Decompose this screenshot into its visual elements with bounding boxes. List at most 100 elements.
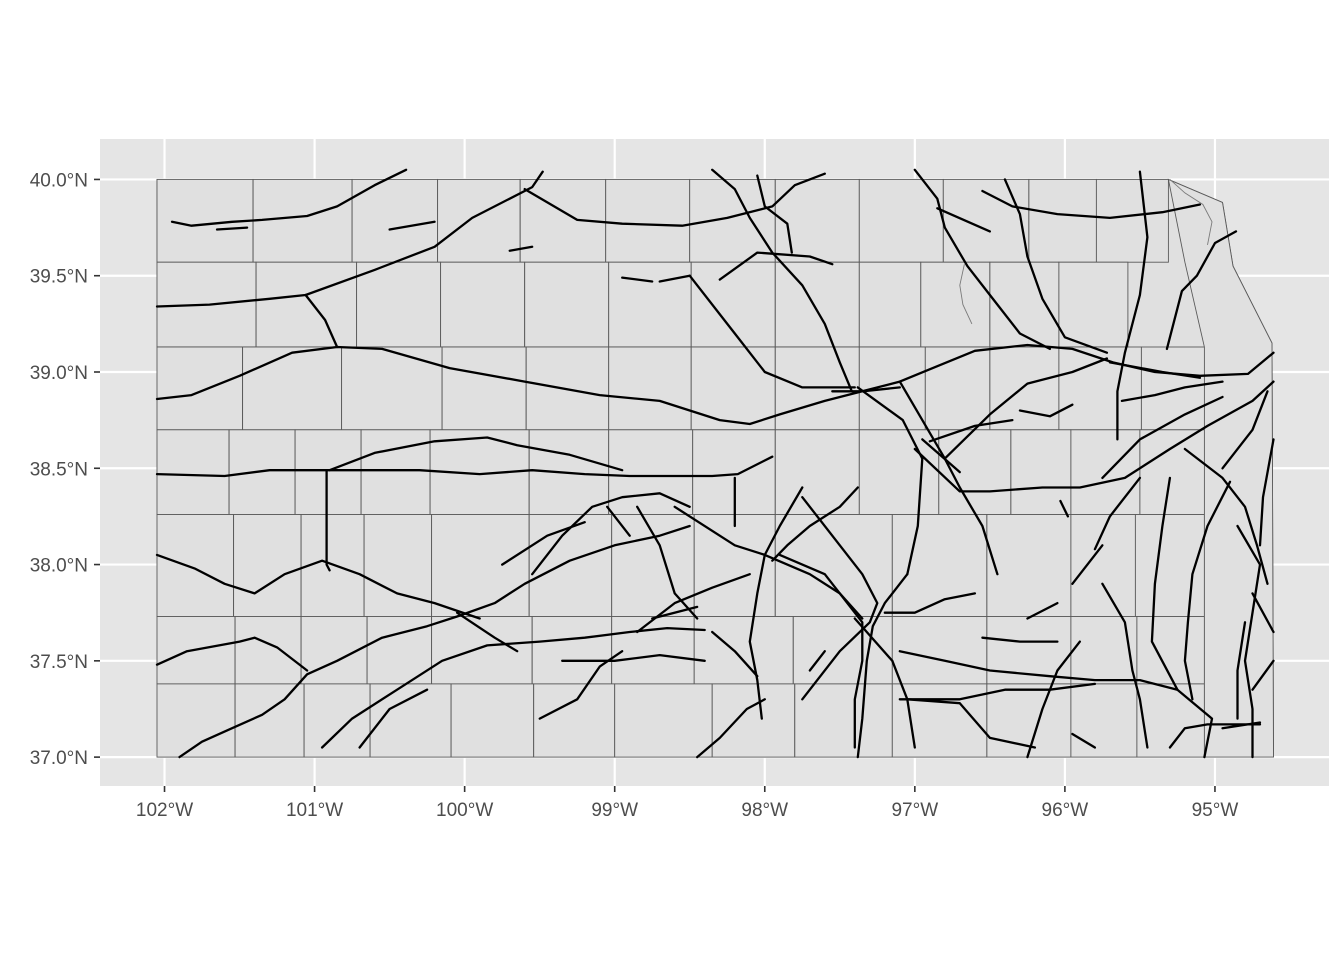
railroad-line-16	[621, 276, 654, 283]
county-6-3	[369, 683, 452, 758]
railroad-line-23	[856, 386, 924, 576]
railroad-line-81	[1251, 592, 1275, 634]
county-5-7	[693, 616, 794, 685]
county-6-8	[794, 683, 893, 758]
railroad-line-51	[883, 592, 977, 614]
railroad-line-63	[155, 636, 309, 672]
county-6-11	[1070, 683, 1138, 758]
railroad-line-79	[1059, 499, 1070, 518]
county-1-11	[1058, 261, 1129, 348]
kansas-counties	[156, 178, 1274, 758]
railroad-line-9	[388, 220, 436, 231]
county-3-8	[774, 429, 860, 515]
county-5-8	[792, 616, 893, 685]
railroad-line-7	[215, 226, 249, 231]
county-5-5	[531, 616, 613, 685]
county-2-3	[441, 346, 527, 431]
county-3-10	[938, 429, 1012, 515]
railroad-line-62	[155, 553, 481, 620]
county-2-10	[989, 346, 1060, 431]
railroad-line-48	[771, 486, 859, 562]
county-2-11	[1058, 346, 1142, 431]
railroad-line-26	[928, 418, 1014, 443]
county-3-13	[1139, 429, 1207, 515]
railroad-line-59	[981, 636, 1059, 643]
y-tick-label: 37.5°N	[30, 652, 88, 673]
county-4-4	[431, 514, 530, 618]
railroad-line-54	[906, 698, 1037, 749]
x-tick-label: 99°W	[591, 800, 638, 821]
y-tick-label: 38.0°N	[30, 556, 88, 577]
y-tick-label: 39.5°N	[30, 267, 88, 288]
railroad-line-71	[606, 505, 631, 537]
railroad-line-17	[913, 168, 1052, 351]
y-axis: 40.0°N 39.5°N 39.0°N 38.5°N 38.0°N 37.5°N 37.0…	[30, 170, 100, 769]
county-5-12	[1136, 616, 1205, 685]
county-1-1	[255, 261, 358, 348]
county-2-1	[242, 346, 343, 431]
railroad-line-61	[455, 611, 519, 653]
railroad-line-10	[523, 172, 826, 227]
railroad-line-31	[1120, 380, 1224, 403]
county-3-9	[858, 429, 940, 515]
county-3-6	[608, 429, 694, 515]
county-3-12	[1070, 429, 1141, 515]
railroad-line-4	[155, 455, 774, 478]
county-1-4	[524, 261, 610, 348]
railroad-line-78	[1018, 403, 1074, 418]
railroad-line-56	[1026, 640, 1082, 759]
county-1-9	[920, 261, 991, 348]
county-4-0	[156, 514, 234, 618]
railroad-line-37	[1071, 544, 1104, 585]
x-tick-label: 95°W	[1192, 800, 1239, 821]
railroad-line-27	[921, 438, 961, 474]
railroad-line-22	[1165, 230, 1238, 351]
railroad-line-12	[756, 174, 793, 254]
county-0-11	[1095, 178, 1169, 263]
county-4-1	[233, 514, 302, 618]
y-tick-label: 38.5°N	[30, 459, 88, 480]
county-3-0	[156, 429, 230, 515]
county-0-10	[1028, 178, 1097, 263]
county-2-2	[341, 346, 443, 431]
railroad-line-77	[1168, 723, 1262, 749]
railroad-line-15	[658, 274, 691, 283]
railroad-line-52	[898, 650, 1179, 691]
county-4-5	[528, 514, 613, 618]
railroad-line-28	[913, 380, 1275, 493]
railroad-line-11	[711, 168, 853, 393]
y-tick-label: 37.0°N	[30, 748, 88, 769]
railroad-line-32	[1108, 361, 1202, 379]
county-3-2	[294, 429, 362, 515]
county-5-9	[891, 616, 988, 685]
county-1-6	[690, 261, 776, 348]
county-6-1	[234, 683, 305, 758]
railroad-line-30	[1101, 395, 1224, 480]
county-4-8	[774, 514, 893, 618]
x-axis: 102°W 101°W 100°W 99°W 98°W 97°W 96°W 95°W	[136, 786, 1238, 821]
water-feature-1	[1169, 179, 1213, 245]
railroad-line-38	[1183, 480, 1232, 701]
county-2-5	[608, 346, 692, 431]
railroad-line-25	[831, 386, 901, 393]
county-5-11	[1070, 616, 1138, 685]
railroad-line-67	[538, 650, 624, 720]
county-1-8	[858, 261, 922, 348]
county-0-2	[351, 178, 439, 263]
railroad-line-80	[1251, 659, 1275, 691]
county-6-5	[533, 683, 616, 758]
railroad-line-34	[1221, 390, 1269, 470]
railroad-line-21	[936, 207, 992, 233]
railroad-line-50	[696, 698, 766, 759]
railroad-line-14	[688, 274, 856, 389]
railroad-line-2	[304, 293, 339, 349]
railroad-line-42	[748, 486, 804, 720]
x-tick-label: 100°W	[436, 800, 493, 821]
water-feature-0	[959, 264, 973, 325]
railroad-line-60	[1026, 601, 1059, 620]
railroad-line-24	[898, 380, 999, 576]
railroad-line-36	[1093, 476, 1142, 551]
county-3-3	[360, 429, 431, 515]
county-1-5	[608, 261, 692, 348]
